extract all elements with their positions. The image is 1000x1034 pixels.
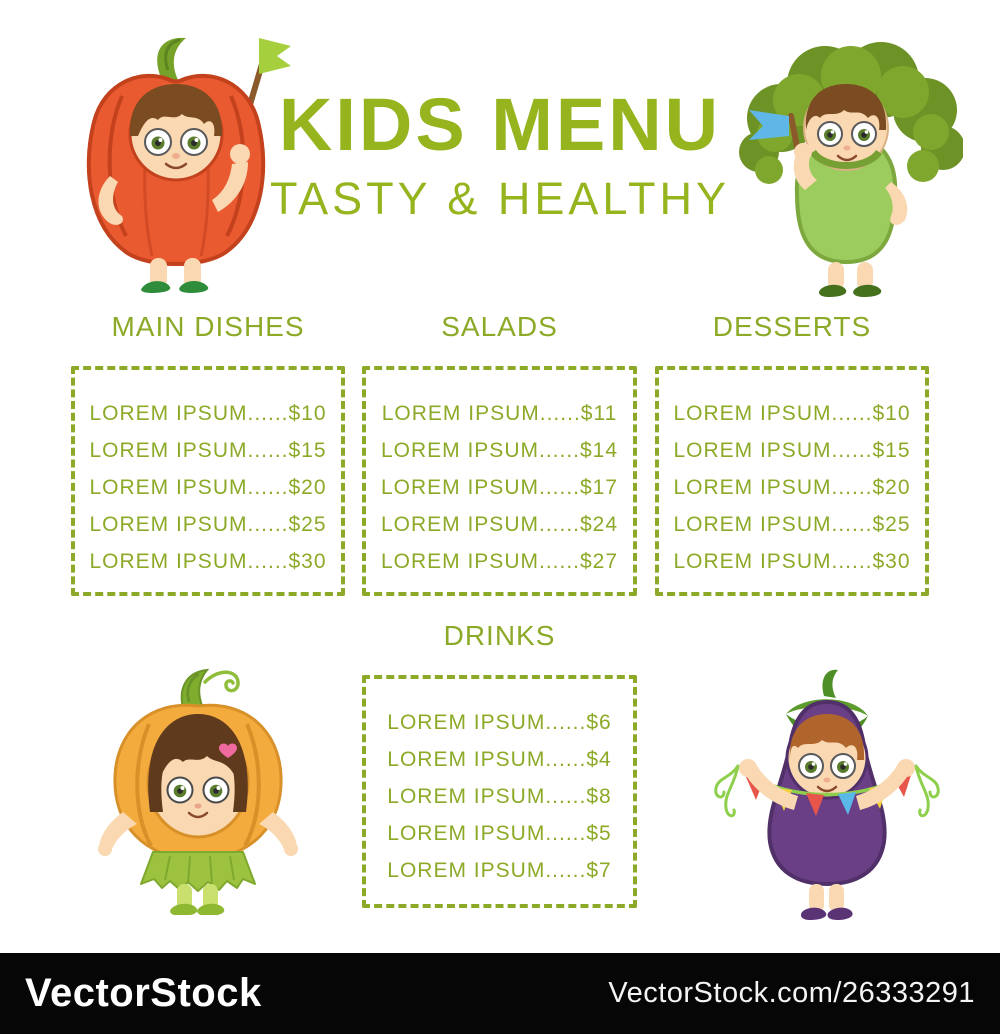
menu-item: LOREM IPSUM......$11: [381, 402, 618, 425]
drinks-card: LOREM IPSUM......$6 LOREM IPSUM......$4 …: [362, 675, 637, 908]
watermark-bar: VectorStock VectorStock.com/26333291: [0, 953, 1000, 1034]
desserts-card: LOREM IPSUM......$10 LOREM IPSUM......$1…: [655, 366, 929, 596]
salads-card: LOREM IPSUM......$11 LOREM IPSUM......$1…: [362, 366, 637, 596]
pepper-kid-icon: [86, 37, 291, 293]
pumpkin-costume-girl-illustration: [95, 660, 300, 915]
menu-item: LOREM IPSUM......$10: [89, 402, 327, 425]
menu-item: LOREM IPSUM......$30: [89, 550, 327, 573]
menu-item: LOREM IPSUM......$20: [673, 476, 911, 499]
watermark-credit: VectorStock.com/26333291: [608, 977, 975, 1009]
menu-item: LOREM IPSUM......$5: [387, 822, 612, 845]
menu-item: LOREM IPSUM......$10: [673, 402, 911, 425]
menu-item: LOREM IPSUM......$27: [380, 550, 619, 573]
drinks-section: DRINKS LOREM IPSUM......$6 LOREM IPSUM..…: [362, 621, 637, 908]
menu-item: LOREM IPSUM......$14: [380, 439, 619, 462]
menu-item: LOREM IPSUM......$6: [387, 711, 612, 734]
menu-item: LOREM IPSUM......$20: [89, 476, 327, 499]
menu-item: LOREM IPSUM......$8: [387, 785, 612, 808]
eggplant-costume-kid-illustration: [700, 666, 950, 922]
desserts-section: DESSERTS LOREM IPSUM......$10 LOREM IPSU…: [655, 312, 929, 596]
menu-item: LOREM IPSUM......$24: [380, 513, 619, 536]
menu-item: LOREM IPSUM......$25: [89, 513, 327, 536]
page-title: KIDS MENU: [278, 83, 722, 166]
menu-item: LOREM IPSUM......$15: [673, 439, 911, 462]
section-title-main-dishes: MAIN DISHES: [111, 311, 305, 342]
page-subtitle: TASTY & HEALTHY: [269, 173, 731, 224]
pepper-costume-kid-illustration: [64, 30, 294, 296]
section-title-desserts: DESSERTS: [712, 311, 872, 342]
broccoli-kid-icon: [739, 42, 963, 297]
menu-item: LOREM IPSUM......$4: [387, 748, 612, 771]
section-title-salads: SALADS: [441, 311, 558, 342]
menu-item: LOREM IPSUM......$17: [380, 476, 619, 499]
pumpkin-girl-icon: [98, 668, 298, 915]
main-dishes-section: MAIN DISHES LOREM IPSUM......$10 LOREM I…: [71, 312, 345, 596]
main-dishes-card: LOREM IPSUM......$10 LOREM IPSUM......$1…: [71, 366, 345, 596]
vectorstock-logo: VectorStock: [25, 971, 262, 1015]
eggplant-kid-icon: [714, 669, 940, 920]
salads-section: SALADS LOREM IPSUM......$11 LOREM IPSUM.…: [362, 312, 637, 596]
menu-item: LOREM IPSUM......$30: [673, 550, 911, 573]
menu-item: LOREM IPSUM......$15: [89, 439, 327, 462]
section-title-drinks: DRINKS: [443, 620, 556, 651]
broccoli-costume-kid-illustration: [733, 40, 963, 300]
menu-item: LOREM IPSUM......$25: [673, 513, 911, 536]
menu-item: LOREM IPSUM......$7: [387, 859, 612, 882]
